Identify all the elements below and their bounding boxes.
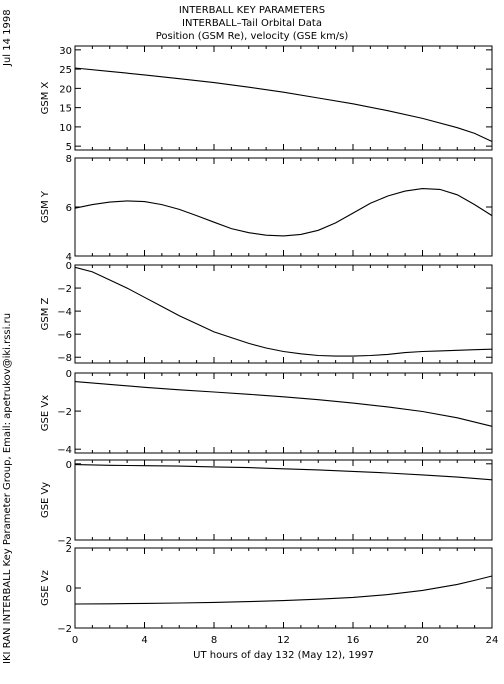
series-line — [74, 266, 493, 357]
y-tick-label: −2 — [57, 407, 72, 418]
x-tick-label: 0 — [72, 635, 78, 646]
panel-frame — [74, 157, 493, 257]
panel-ylabel: GSM Y — [40, 190, 51, 223]
x-axis-label: UT hours of day 132 (May 12), 1997 — [193, 650, 374, 661]
x-tick-label: 16 — [347, 635, 360, 646]
y-tick-label: 5 — [66, 142, 72, 153]
y-tick-label: 4 — [66, 252, 72, 263]
y-tick-label: 6 — [66, 203, 72, 214]
y-tick-label: 20 — [59, 84, 72, 95]
x-tick-label: 24 — [486, 635, 499, 646]
x-tick-label: 12 — [277, 635, 290, 646]
y-tick-label: −4 — [57, 307, 72, 318]
y-tick-label: 0 — [66, 460, 72, 471]
y-tick-label: 0 — [66, 369, 72, 380]
series-line — [74, 67, 493, 142]
panel-frame — [74, 547, 493, 629]
series-line — [74, 464, 493, 481]
panel-frame — [74, 264, 493, 364]
y-tick-label: 0 — [66, 261, 72, 272]
x-tick-label: 4 — [141, 635, 147, 646]
panel-ylabel: GSE Vz — [40, 570, 51, 606]
panel-ylabel: GSE Vx — [40, 395, 51, 431]
y-tick-label: 10 — [59, 123, 72, 134]
x-tick-label: 8 — [211, 635, 217, 646]
title-line-2: INTERBALL–Tail Orbital Data — [182, 18, 322, 29]
y-tick-label: −2 — [57, 536, 72, 547]
title-line-1: INTERBALL KEY PARAMETERS — [178, 5, 326, 16]
y-tick-label: 0 — [66, 584, 72, 595]
y-tick-label: −8 — [57, 353, 72, 364]
series-line — [74, 381, 493, 427]
panel-ylabel: GSM X — [40, 81, 51, 114]
series-line — [74, 188, 493, 237]
y-tick-label: 25 — [59, 65, 72, 76]
y-tick-label: 15 — [59, 104, 72, 115]
y-tick-label: 30 — [59, 46, 72, 57]
y-tick-label: −2 — [57, 284, 72, 295]
y-tick-label: −2 — [57, 624, 72, 635]
x-tick-label: 20 — [416, 635, 429, 646]
y-tick-label: 8 — [66, 154, 72, 165]
panel-ylabel: GSM Z — [40, 297, 51, 330]
title-line-3: Position (GSM Re), velocity (GSE km/s) — [155, 31, 349, 42]
y-tick-label: −4 — [57, 445, 72, 456]
panel-frame — [74, 45, 493, 151]
panel-ylabel: GSE Vy — [40, 482, 51, 518]
panel-frame — [74, 459, 493, 541]
y-tick-label: 2 — [66, 544, 72, 555]
y-tick-label: −6 — [57, 330, 72, 341]
series-line — [74, 575, 493, 605]
